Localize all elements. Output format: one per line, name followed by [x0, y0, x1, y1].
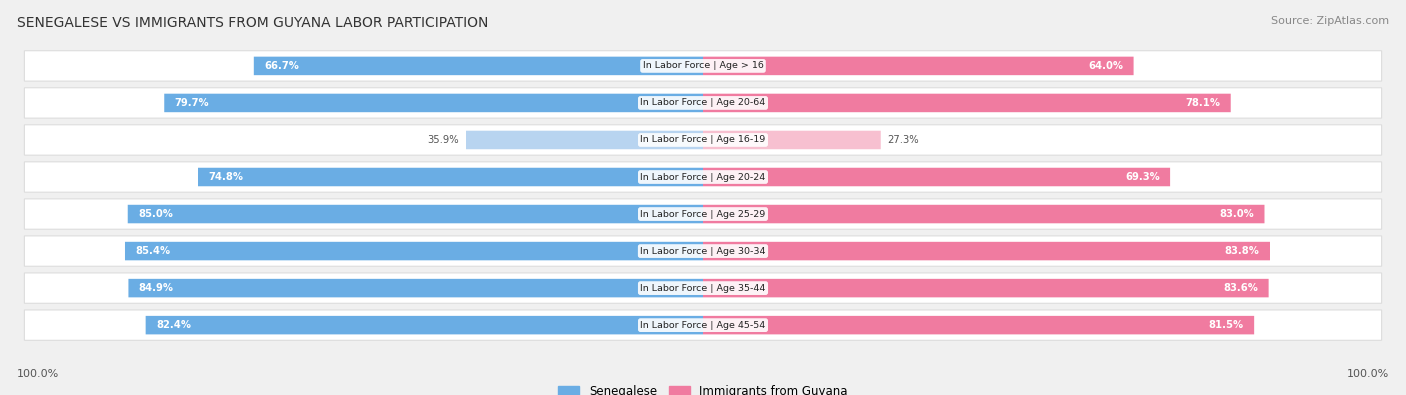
Text: In Labor Force | Age 16-19: In Labor Force | Age 16-19	[640, 135, 766, 145]
FancyBboxPatch shape	[165, 94, 703, 112]
Text: 27.3%: 27.3%	[887, 135, 920, 145]
Text: 85.0%: 85.0%	[138, 209, 173, 219]
Text: Source: ZipAtlas.com: Source: ZipAtlas.com	[1271, 16, 1389, 26]
FancyBboxPatch shape	[24, 236, 1382, 266]
Text: 85.4%: 85.4%	[135, 246, 170, 256]
Text: In Labor Force | Age 20-24: In Labor Force | Age 20-24	[640, 173, 766, 182]
FancyBboxPatch shape	[703, 242, 1270, 260]
FancyBboxPatch shape	[703, 56, 1133, 75]
Text: 83.8%: 83.8%	[1225, 246, 1260, 256]
Text: In Labor Force | Age 35-44: In Labor Force | Age 35-44	[640, 284, 766, 293]
Text: 66.7%: 66.7%	[264, 61, 299, 71]
FancyBboxPatch shape	[24, 199, 1382, 229]
FancyBboxPatch shape	[703, 94, 1230, 112]
FancyBboxPatch shape	[254, 56, 703, 75]
Text: 81.5%: 81.5%	[1209, 320, 1244, 330]
Text: 82.4%: 82.4%	[156, 320, 191, 330]
FancyBboxPatch shape	[703, 131, 880, 149]
Text: In Labor Force | Age > 16: In Labor Force | Age > 16	[643, 61, 763, 70]
FancyBboxPatch shape	[465, 131, 703, 149]
Text: In Labor Force | Age 45-54: In Labor Force | Age 45-54	[640, 321, 766, 330]
FancyBboxPatch shape	[703, 205, 1264, 223]
Legend: Senegalese, Immigrants from Guyana: Senegalese, Immigrants from Guyana	[554, 380, 852, 395]
Text: 35.9%: 35.9%	[427, 135, 460, 145]
Text: 69.3%: 69.3%	[1125, 172, 1160, 182]
Text: 83.0%: 83.0%	[1219, 209, 1254, 219]
FancyBboxPatch shape	[128, 205, 703, 223]
FancyBboxPatch shape	[703, 279, 1268, 297]
FancyBboxPatch shape	[125, 242, 703, 260]
FancyBboxPatch shape	[146, 316, 703, 335]
Text: In Labor Force | Age 30-34: In Labor Force | Age 30-34	[640, 246, 766, 256]
Text: SENEGALESE VS IMMIGRANTS FROM GUYANA LABOR PARTICIPATION: SENEGALESE VS IMMIGRANTS FROM GUYANA LAB…	[17, 16, 488, 30]
Text: 78.1%: 78.1%	[1185, 98, 1220, 108]
FancyBboxPatch shape	[24, 51, 1382, 81]
Text: 64.0%: 64.0%	[1088, 61, 1123, 71]
Text: 100.0%: 100.0%	[1347, 369, 1389, 379]
Text: In Labor Force | Age 25-29: In Labor Force | Age 25-29	[640, 209, 766, 218]
Text: 83.6%: 83.6%	[1223, 283, 1258, 293]
Text: 100.0%: 100.0%	[17, 369, 59, 379]
FancyBboxPatch shape	[128, 279, 703, 297]
FancyBboxPatch shape	[24, 88, 1382, 118]
FancyBboxPatch shape	[24, 162, 1382, 192]
FancyBboxPatch shape	[24, 273, 1382, 303]
FancyBboxPatch shape	[24, 125, 1382, 155]
Text: In Labor Force | Age 20-64: In Labor Force | Age 20-64	[640, 98, 766, 107]
FancyBboxPatch shape	[24, 310, 1382, 340]
Text: 74.8%: 74.8%	[208, 172, 243, 182]
FancyBboxPatch shape	[703, 316, 1254, 335]
FancyBboxPatch shape	[198, 168, 703, 186]
Text: 84.9%: 84.9%	[139, 283, 174, 293]
Text: 79.7%: 79.7%	[174, 98, 209, 108]
FancyBboxPatch shape	[703, 168, 1170, 186]
